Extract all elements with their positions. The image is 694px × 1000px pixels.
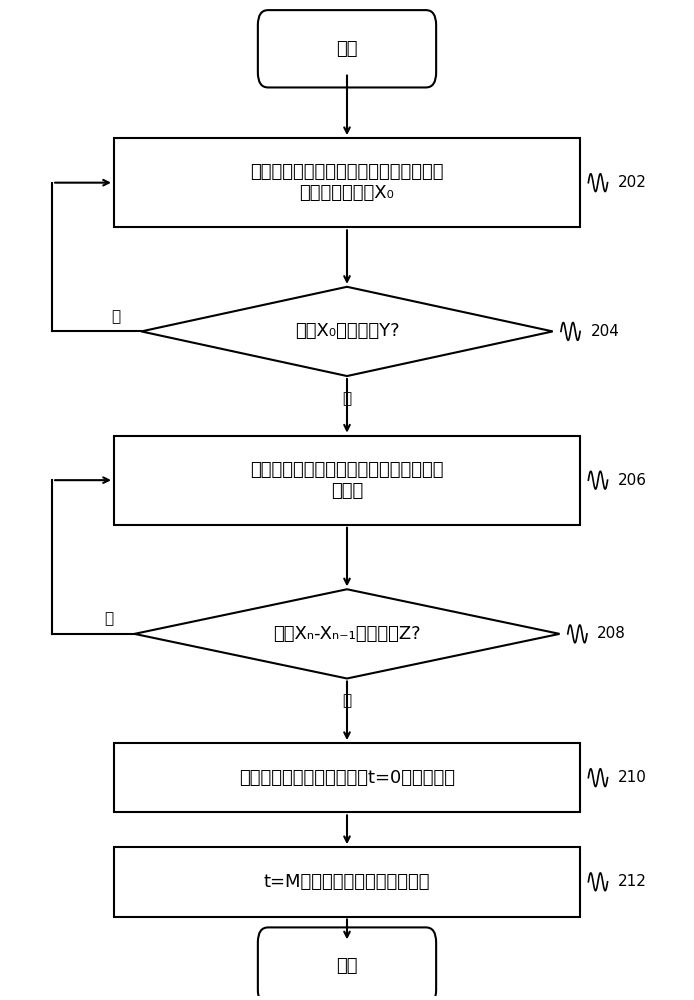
Text: 控制空调器进入制热模式，t=0，开始计时: 控制空调器进入制热模式，t=0，开始计时 <box>239 769 455 787</box>
Bar <box>114 847 580 916</box>
Text: 开始: 开始 <box>337 40 357 58</box>
Text: 判断X₀是否大于Y?: 判断X₀是否大于Y? <box>295 322 399 340</box>
Text: 210: 210 <box>618 770 647 785</box>
Text: 判断Xₙ-Xₙ₋₁是否小于Z?: 判断Xₙ-Xₙ₋₁是否小于Z? <box>273 625 421 643</box>
Text: 否: 否 <box>105 611 114 626</box>
Text: 202: 202 <box>618 175 647 190</box>
Polygon shape <box>135 589 559 678</box>
Text: 否: 否 <box>112 309 121 324</box>
Polygon shape <box>142 287 552 376</box>
Text: 空调器在制冷模式下运行，检测衣架上的
衣物的初始质量X₀: 空调器在制冷模式下运行，检测衣架上的 衣物的初始质量X₀ <box>251 163 443 202</box>
Text: 结束: 结束 <box>337 957 357 975</box>
Text: 204: 204 <box>591 324 619 339</box>
Bar <box>114 743 580 812</box>
Bar <box>114 138 580 227</box>
Text: 是: 是 <box>342 391 352 406</box>
Bar <box>114 436 580 525</box>
Text: 208: 208 <box>598 626 626 641</box>
Text: 控制导风板进入干衣模式，实时检测衣物
的质量: 控制导风板进入干衣模式，实时检测衣物 的质量 <box>251 461 443 500</box>
Text: t=M分钟，导风板退出干衣模式: t=M分钟，导风板退出干衣模式 <box>264 873 430 891</box>
FancyBboxPatch shape <box>258 10 436 87</box>
Text: 是: 是 <box>342 693 352 708</box>
Text: 206: 206 <box>618 473 647 488</box>
Text: 212: 212 <box>618 874 647 889</box>
FancyBboxPatch shape <box>258 927 436 1000</box>
